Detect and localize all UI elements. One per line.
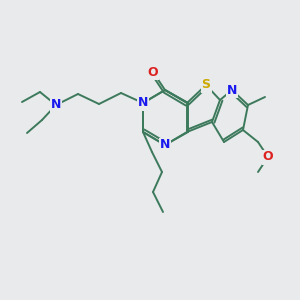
Text: N: N (51, 98, 61, 112)
Text: N: N (138, 97, 148, 110)
Text: N: N (160, 139, 170, 152)
Text: O: O (148, 65, 158, 79)
Text: S: S (202, 79, 211, 92)
Text: N: N (227, 83, 237, 97)
Text: O: O (263, 151, 273, 164)
